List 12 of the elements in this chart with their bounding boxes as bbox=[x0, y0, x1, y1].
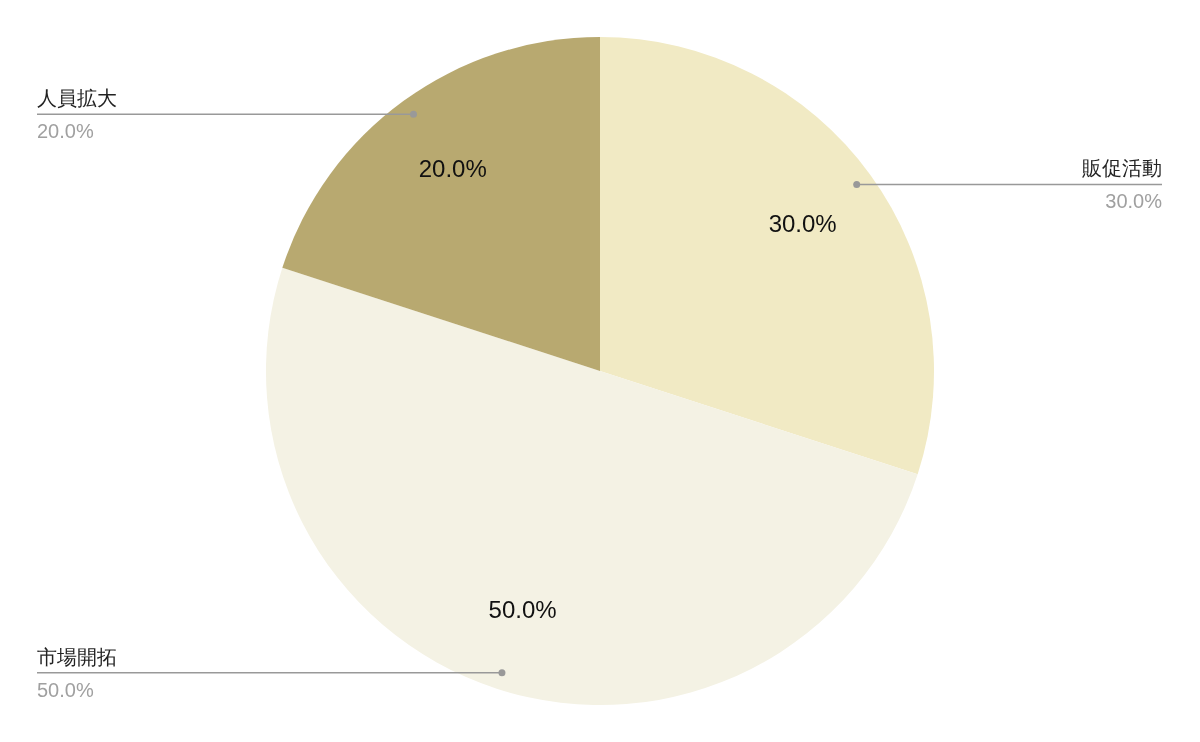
slice-label: 人員拡大 bbox=[37, 87, 117, 110]
slice-label: 市場開拓 bbox=[37, 645, 117, 668]
text: 50.0% bbox=[37, 678, 94, 701]
text: 30.0% bbox=[1105, 190, 1162, 213]
pie-slice bbox=[282, 37, 600, 371]
data-label: 30.0% bbox=[768, 210, 837, 238]
pie-slice bbox=[600, 37, 934, 475]
pie-slice bbox=[266, 267, 918, 705]
text: 20.0% bbox=[37, 120, 94, 143]
data-label: 20.0% bbox=[418, 154, 487, 182]
data-label: 50.0% bbox=[488, 595, 557, 623]
slice-label: 販促活動 bbox=[1082, 157, 1162, 180]
